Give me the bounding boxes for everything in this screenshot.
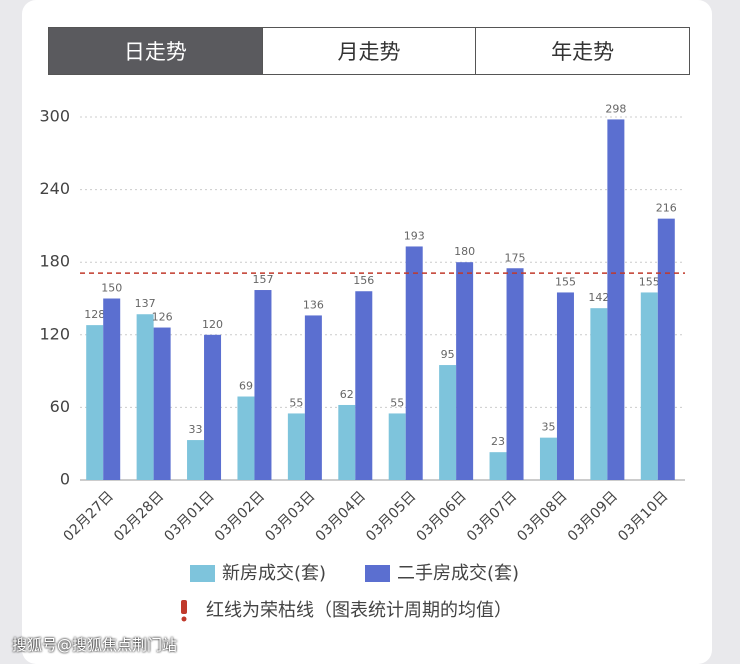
note: 红线为荣枯线（图表统计周期的均值） [206, 600, 512, 621]
bar [304, 315, 322, 480]
bar [405, 246, 423, 480]
value-label: 180 [454, 245, 475, 258]
value-label: 55 [289, 396, 303, 409]
x-tick-label: 03月06日 [413, 488, 469, 544]
legend-swatch [365, 565, 390, 582]
bar [640, 292, 658, 480]
value-label: 216 [656, 202, 677, 215]
legend-swatch [190, 565, 215, 582]
value-label: 33 [189, 423, 203, 436]
bar [103, 298, 121, 480]
x-tick-label: 03月03日 [262, 488, 318, 544]
x-tick-label: 03月01日 [161, 488, 217, 544]
bar [439, 365, 457, 480]
y-tick-label: 240 [39, 179, 70, 198]
x-tick-label: 02月28日 [111, 488, 167, 544]
bar [590, 308, 608, 480]
bar [187, 440, 205, 480]
value-label: 175 [505, 251, 526, 264]
bar [388, 413, 406, 480]
tab[interactable]: 月走势 [261, 28, 476, 74]
bar [489, 452, 507, 480]
value-label: 62 [340, 388, 354, 401]
x-tick-label: 03月02日 [212, 488, 268, 544]
x-tick-label: 03月09日 [565, 488, 621, 544]
warning-dot [181, 616, 187, 622]
bar [556, 292, 574, 480]
bar [153, 327, 171, 480]
x-tick-label: 03月05日 [363, 488, 419, 544]
value-label: 95 [441, 348, 455, 361]
value-label: 155 [555, 275, 576, 288]
legend-label: 二手房成交(套) [397, 563, 519, 584]
x-tick-label: 03月10日 [615, 488, 671, 544]
x-tick-label: 03月08日 [514, 488, 570, 544]
tab[interactable]: 日走势 [49, 28, 262, 74]
value-label: 298 [605, 102, 626, 115]
value-label: 23 [491, 435, 505, 448]
value-label: 136 [303, 298, 324, 311]
value-label: 156 [353, 274, 374, 287]
bar [136, 314, 154, 480]
bar [287, 413, 305, 480]
y-tick-label: 120 [39, 324, 70, 343]
tab-bar: 日走势 月走势 年走势 [48, 27, 690, 75]
value-label: 128 [84, 308, 105, 321]
x-tick-label: 02月27日 [61, 488, 117, 544]
bar [338, 404, 356, 480]
tab[interactable]: 年走势 [475, 28, 689, 74]
value-label: 55 [390, 396, 404, 409]
bar [254, 290, 272, 480]
y-tick-label: 0 [60, 470, 70, 489]
legend-label: 新房成交(套) [222, 563, 326, 584]
bar [539, 437, 557, 480]
y-tick-label: 180 [39, 252, 70, 271]
bar [204, 334, 222, 480]
bar [657, 218, 675, 480]
value-label: 69 [239, 380, 253, 393]
bar [86, 325, 104, 480]
value-label: 35 [541, 421, 555, 434]
y-tick-label: 300 [39, 107, 70, 126]
bar [506, 268, 524, 480]
value-label: 142 [588, 291, 609, 304]
value-label: 155 [639, 275, 660, 288]
value-label: 137 [135, 297, 156, 310]
y-tick-label: 60 [50, 397, 70, 416]
value-label: 126 [152, 311, 173, 324]
bar [607, 119, 625, 481]
footer: 搜狐号@搜狐焦点荆门站 [12, 636, 178, 654]
bar [237, 396, 255, 480]
bar [355, 291, 373, 480]
x-tick-label: 03月04日 [313, 488, 369, 544]
value-label: 150 [101, 282, 122, 295]
x-tick-label: 03月07日 [464, 488, 520, 544]
warning-icon [181, 600, 187, 614]
bar [456, 262, 474, 480]
value-label: 120 [202, 318, 223, 331]
value-label: 157 [252, 273, 273, 286]
value-label: 193 [404, 229, 425, 242]
